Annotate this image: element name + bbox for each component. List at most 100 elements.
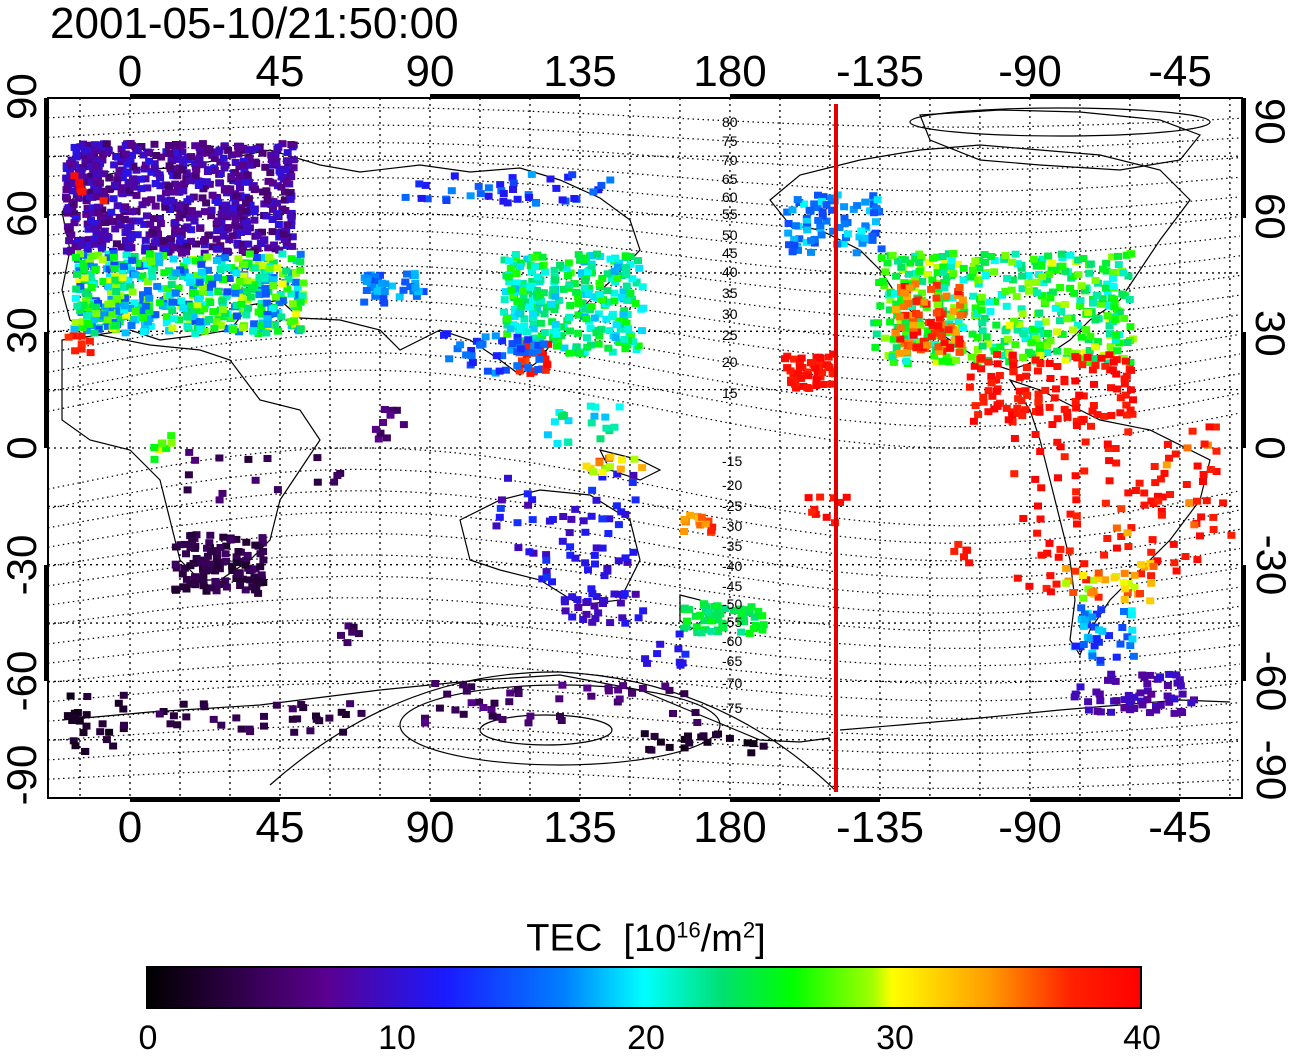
- tec-cell: [189, 283, 198, 291]
- tec-cell: [252, 160, 261, 167]
- tec-cell: [1109, 282, 1118, 290]
- tec-cell: [1153, 557, 1162, 565]
- tec-cell: [1106, 366, 1115, 374]
- tec-cell: [891, 290, 900, 298]
- tec-cell: [638, 684, 647, 692]
- tec-cell: [896, 335, 905, 343]
- tec-cell: [1154, 492, 1162, 500]
- tec-cell: [958, 296, 967, 304]
- tec-cell: [587, 262, 596, 270]
- tec-cell: [628, 689, 637, 697]
- tec-cell: [78, 187, 87, 195]
- tec-cell: [133, 146, 142, 154]
- tec-cell: [1013, 408, 1022, 416]
- tec-cell: [552, 330, 561, 338]
- tec-cell: [713, 626, 722, 634]
- tec-cell: [978, 327, 987, 335]
- tec-cell: [1120, 608, 1128, 615]
- tec-cell: [595, 280, 604, 287]
- tec-cell: [902, 328, 911, 336]
- tec-cell: [120, 721, 128, 729]
- tec-cell: [112, 321, 120, 329]
- tec-cell: [253, 232, 262, 240]
- tec-cell: [535, 336, 544, 344]
- tec-cell: [1206, 466, 1215, 473]
- tec-cell: [536, 319, 545, 327]
- tec-cell: [202, 178, 211, 186]
- tec-cell: [135, 217, 144, 225]
- tec-cell: [88, 188, 96, 196]
- tec-cell: [232, 269, 241, 277]
- tec-cell: [139, 296, 148, 304]
- tec-cell: [337, 708, 346, 716]
- tec-cell: [589, 188, 598, 196]
- tec-cell: [104, 322, 112, 330]
- magnetic-pole-contour: [479, 714, 613, 746]
- tec-cell: [892, 344, 901, 352]
- tec-cell: [580, 284, 589, 292]
- tec-cell: [231, 289, 240, 297]
- tec-cell: [255, 273, 264, 281]
- tec-cell: [581, 528, 590, 536]
- tec-cell: [1196, 532, 1204, 540]
- tec-cell: [162, 319, 171, 327]
- tec-cell: [800, 200, 808, 208]
- tec-cell: [740, 606, 749, 614]
- tec-cell: [296, 266, 305, 274]
- tec-cell: [237, 213, 246, 221]
- tec-cell: [153, 282, 162, 290]
- magnetic-pole-contour: [909, 107, 1211, 137]
- tec-cell: [235, 328, 244, 336]
- tec-cell: [948, 294, 957, 302]
- tec-cell: [185, 177, 194, 185]
- tec-cell: [626, 260, 635, 268]
- tec-cell: [156, 194, 165, 202]
- tec-cell: [505, 698, 514, 706]
- tec-cell: [179, 304, 188, 312]
- tec-cell: [1148, 536, 1157, 544]
- colorbar-tick: 10: [378, 1019, 416, 1057]
- tec-cell: [791, 222, 800, 230]
- tec-cell: [836, 498, 844, 506]
- tec-cell: [535, 262, 544, 270]
- tec-cell: [172, 586, 180, 594]
- tec-cell: [976, 355, 985, 363]
- tec-cell: [1126, 359, 1135, 366]
- tec-cell: [68, 180, 77, 188]
- tec-cell: [592, 593, 601, 601]
- tec-cell: [132, 207, 141, 215]
- tec-cell: [225, 209, 234, 217]
- tec-cell: [623, 341, 632, 349]
- tec-cell: [618, 614, 627, 622]
- tec-cell: [78, 324, 87, 331]
- tec-cell: [1019, 515, 1028, 522]
- tec-cell: [554, 338, 563, 346]
- tec-cell: [251, 565, 260, 573]
- tec-cell: [804, 494, 813, 502]
- tec-cell: [565, 281, 574, 289]
- tec-cell: [1021, 406, 1030, 414]
- tec-cell: [1037, 262, 1046, 270]
- tec-cell: [927, 285, 936, 293]
- tec-cell: [500, 308, 509, 316]
- tec-cell: [1063, 315, 1072, 323]
- tec-cell: [647, 746, 656, 754]
- tec-cell: [1121, 391, 1130, 399]
- contour-line: [48, 194, 1241, 235]
- tec-cell: [1035, 408, 1044, 416]
- tec-cell: [1088, 652, 1097, 660]
- tec-cell: [113, 202, 122, 210]
- tec-cell: [128, 256, 137, 264]
- tec-cell: [749, 625, 758, 633]
- tec-cell: [130, 253, 139, 260]
- tec-cell: [1024, 348, 1033, 356]
- tec-cell: [453, 345, 462, 353]
- tec-cell: [147, 168, 156, 176]
- tec-cell: [75, 278, 84, 286]
- tec-cell: [186, 302, 195, 310]
- tec-cell: [103, 307, 111, 315]
- tec-cell: [807, 237, 815, 245]
- tec-cell: [97, 217, 106, 225]
- tec-cell: [909, 321, 918, 329]
- tec-cell: [825, 364, 834, 372]
